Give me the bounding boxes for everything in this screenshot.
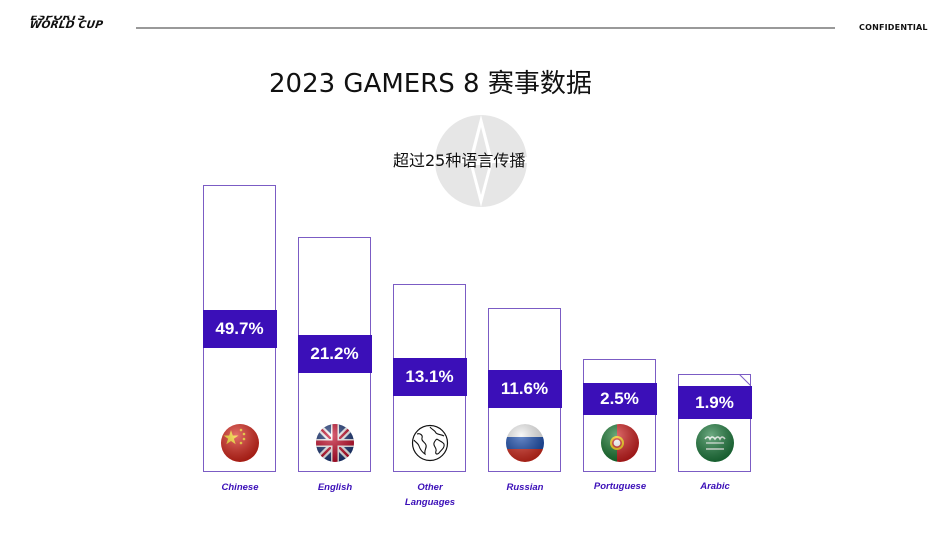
confidential-label: CONFIDENTIAL: [859, 23, 928, 32]
uk-flag-icon: [315, 424, 354, 462]
bar-value: 2.5%: [600, 389, 639, 408]
bar-arabic: 1.9%: [677, 374, 752, 472]
value-band: 13.1%: [392, 358, 467, 396]
label-line-1: Other: [417, 482, 443, 493]
value-band: 1.9%: [677, 386, 752, 419]
category-label-russian: Russian: [506, 482, 544, 493]
portugal-flag-icon: [600, 424, 639, 462]
category-label-arabic: Arabic: [700, 481, 730, 492]
globe-icon: [411, 424, 448, 462]
saudi-flag-icon: [695, 424, 734, 462]
category-label-english: English: [317, 482, 353, 493]
category-label-portuguese: Portuguese: [593, 481, 647, 492]
china-flag-icon: [220, 424, 259, 462]
bar-russian: 11.6%: [487, 308, 562, 472]
logo-line-2: WORLD CUP: [28, 19, 104, 31]
logo-line-1: ESPORTS: [29, 11, 87, 23]
bar-english: 21.2%: [297, 237, 372, 472]
bar-value: 11.6%: [500, 379, 549, 398]
folded-corner: [739, 374, 751, 386]
label-line-2: Languages: [404, 497, 456, 508]
category-label-chinese: Chinese: [221, 482, 259, 493]
esports-world-cup-logo: ESPORTS WORLD CUP: [28, 11, 121, 31]
page-title: 2023 GAMERS 8 赛事数据: [269, 69, 592, 99]
value-band: 21.2%: [297, 335, 372, 373]
russia-flag-icon: [505, 424, 544, 462]
globe-watermark-icon: [435, 115, 527, 207]
bar-chinese: 49.7%: [202, 185, 277, 472]
value-band: 2.5%: [582, 383, 657, 415]
header-divider: [136, 27, 835, 29]
bar-other-languages: 13.1%: [392, 284, 467, 472]
value-band: 49.7%: [202, 310, 277, 348]
bar-value: 21.2%: [310, 344, 359, 363]
category-label-other-languages: Other Languages: [385, 480, 475, 510]
bar-value: 49.7%: [215, 319, 264, 338]
value-band: 11.6%: [487, 370, 562, 408]
bar-value: 13.1%: [405, 367, 454, 386]
bar-value: 1.9%: [695, 392, 734, 412]
chart-subtitle: 超过25种语言传播: [393, 151, 526, 170]
bar-portuguese: 2.5%: [582, 359, 657, 472]
